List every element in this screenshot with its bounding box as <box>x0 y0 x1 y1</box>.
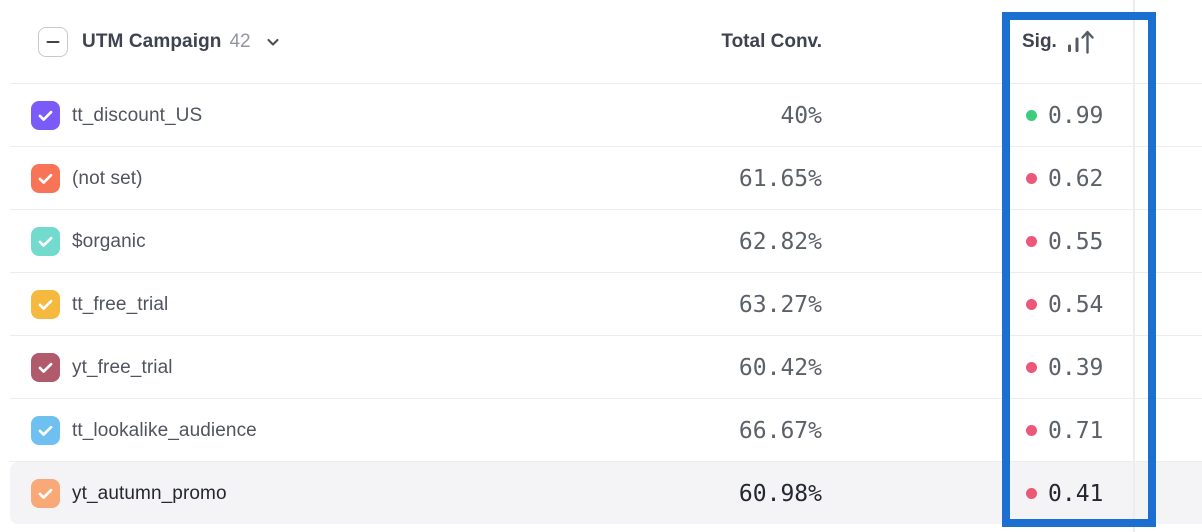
significance-value: 0.99 <box>1048 102 1104 129</box>
table-row[interactable]: tt_free_trial 63.27% 0.54 <box>0 273 1202 336</box>
significance-cell: 0.62 <box>1026 166 1103 192</box>
significance-cell: 0.55 <box>1026 229 1103 255</box>
table-row[interactable]: $organic 62.82% 0.55 <box>0 210 1202 273</box>
significance-value: 0.62 <box>1048 165 1104 192</box>
significance-dot <box>1026 362 1037 373</box>
significance-value: 0.71 <box>1048 417 1104 444</box>
conversion-value: 60.42% <box>738 354 822 381</box>
conversion-value: 40% <box>780 102 822 129</box>
significance-value: 0.41 <box>1048 480 1104 507</box>
table-body: tt_discount_US 40% 0.99 (not set) 61.65%… <box>0 84 1202 525</box>
check-icon <box>38 236 53 247</box>
significance-cell: 0.71 <box>1026 418 1103 444</box>
significance-value: 0.55 <box>1048 228 1104 255</box>
significance-cell: 0.99 <box>1026 103 1103 129</box>
significance-value: 0.39 <box>1048 354 1104 381</box>
significance-dot <box>1026 488 1037 499</box>
row-checkbox[interactable] <box>31 353 60 382</box>
check-icon <box>38 488 53 499</box>
conversion-value: 60.98% <box>738 480 822 507</box>
check-icon <box>38 110 53 121</box>
campaign-label: $organic <box>72 230 146 252</box>
check-icon <box>38 362 53 373</box>
conversion-value: 62.82% <box>738 228 822 255</box>
campaign-count-badge: 42 <box>229 31 251 52</box>
check-icon <box>38 299 53 310</box>
conversion-value: 66.67% <box>738 417 822 444</box>
campaign-label: yt_free_trial <box>72 356 173 378</box>
row-checkbox[interactable] <box>31 290 60 319</box>
significance-dot <box>1026 236 1037 247</box>
campaign-label: tt_discount_US <box>72 104 203 126</box>
sig-column-label: Sig. <box>1022 31 1057 52</box>
campaign-column-header: UTM Campaign <box>82 31 222 52</box>
table-header: UTM Campaign 42 Total Conv. Sig. <box>0 0 1202 84</box>
row-checkbox[interactable] <box>31 227 60 256</box>
campaign-label: yt_autumn_promo <box>72 482 227 504</box>
table-row[interactable]: tt_discount_US 40% 0.99 <box>0 84 1202 147</box>
check-icon <box>38 425 53 436</box>
significance-dot <box>1026 110 1037 121</box>
sort-ascending-icon <box>1067 30 1094 54</box>
collapse-all-button[interactable] <box>38 27 68 57</box>
significance-dot <box>1026 299 1037 310</box>
campaign-label: tt_free_trial <box>72 293 169 315</box>
minus-icon <box>46 41 60 43</box>
conversion-value: 61.65% <box>738 165 822 192</box>
significance-cell: 0.54 <box>1026 292 1103 318</box>
conv-column-header[interactable]: Total Conv. <box>721 31 822 52</box>
check-icon <box>38 173 53 184</box>
row-checkbox[interactable] <box>31 164 60 193</box>
significance-dot <box>1026 425 1037 436</box>
table-row[interactable]: yt_free_trial 60.42% 0.39 <box>0 336 1202 399</box>
chevron-down-icon[interactable] <box>265 34 281 50</box>
row-checkbox[interactable] <box>31 479 60 508</box>
significance-cell: 0.41 <box>1026 481 1103 507</box>
campaign-label: tt_lookalike_audience <box>72 419 257 441</box>
significance-dot <box>1026 173 1037 184</box>
table-row[interactable]: yt_autumn_promo 60.98% 0.41 <box>0 462 1202 525</box>
significance-cell: 0.39 <box>1026 355 1103 381</box>
sig-column-header[interactable]: Sig. <box>1022 0 1096 84</box>
table-row[interactable]: (not set) 61.65% 0.62 <box>0 147 1202 210</box>
campaign-label: (not set) <box>72 167 143 189</box>
row-checkbox[interactable] <box>31 416 60 445</box>
row-checkbox[interactable] <box>31 101 60 130</box>
conversion-value: 63.27% <box>738 291 822 318</box>
significance-value: 0.54 <box>1048 291 1104 318</box>
table-row[interactable]: tt_lookalike_audience 66.67% 0.71 <box>0 399 1202 462</box>
